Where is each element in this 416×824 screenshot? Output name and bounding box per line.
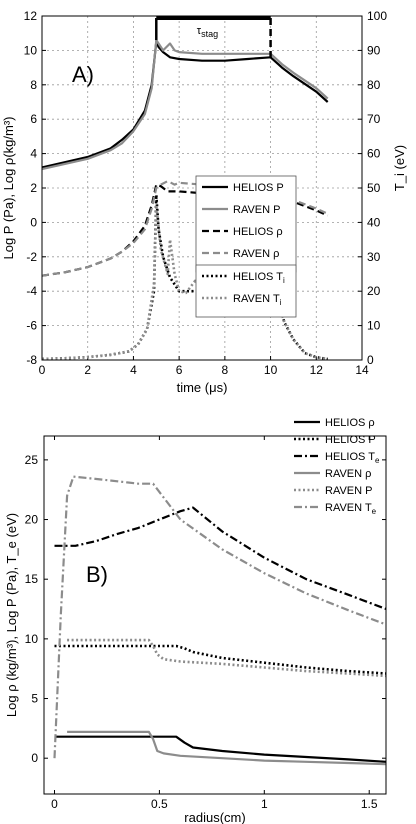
x-tick-label: 1 bbox=[261, 797, 268, 811]
y2-tick-label: 10 bbox=[367, 319, 381, 333]
x-tick-label: 1.5 bbox=[361, 797, 378, 811]
plot-frame bbox=[43, 435, 387, 795]
y-tick-label: 2 bbox=[30, 181, 37, 195]
legend-label-raven-p: RAVEN P bbox=[233, 204, 280, 216]
series-line-raven-rho bbox=[67, 730, 387, 766]
y-tick-label: -4 bbox=[26, 284, 37, 298]
y-tick-label: 6 bbox=[30, 112, 37, 126]
y2-tick-label: 0 bbox=[367, 353, 374, 367]
x-tick-label: 12 bbox=[310, 363, 324, 377]
x-tick-label: 4 bbox=[130, 363, 137, 377]
plot-area bbox=[44, 436, 386, 794]
y2-tick-label: 60 bbox=[367, 147, 381, 161]
legend-label-raven-ti: RAVEN Ti bbox=[233, 293, 282, 307]
legend-box-pressure-density bbox=[195, 175, 297, 273]
series-line-raven-te bbox=[53, 475, 387, 759]
x-axis-label: time (μs) bbox=[177, 380, 228, 395]
legend-label-raven-te: RAVEN Te bbox=[325, 502, 377, 516]
x-tick-label: 0.5 bbox=[151, 797, 168, 811]
y-tick-label: 0 bbox=[31, 751, 38, 765]
y-tick-label: 10 bbox=[24, 43, 38, 57]
y2-tick-label: 40 bbox=[367, 215, 381, 229]
legend-label-raven-rho: RAVEN ρ bbox=[233, 248, 279, 260]
x-tick-label: 6 bbox=[176, 363, 183, 377]
legend-label-raven-p: RAVEN P bbox=[325, 485, 372, 497]
x-axis-label: radius(cm) bbox=[184, 810, 245, 824]
y2-tick-label: 100 bbox=[367, 9, 387, 23]
y-tick-label: 4 bbox=[30, 147, 37, 161]
y-tick-label: 20 bbox=[25, 513, 39, 527]
legend-label-raven-p-main: RAVEN P bbox=[233, 204, 280, 216]
y2-tick-label: 20 bbox=[367, 284, 381, 298]
legend-label-raven-ti-main: RAVEN T bbox=[233, 293, 280, 305]
y-tick-label: 25 bbox=[25, 453, 39, 467]
series-line-helios-p bbox=[41, 40, 329, 169]
legend-label-helios-p-main: HELIOS P bbox=[233, 182, 284, 194]
panel-label-b: B) bbox=[86, 562, 108, 587]
legend-label-helios-rho-main: HELIOS ρ bbox=[233, 226, 283, 238]
legend-label-helios-p: HELIOS P bbox=[325, 434, 376, 446]
x-tick-label: 0 bbox=[51, 797, 58, 811]
series-line-raven-p bbox=[41, 38, 329, 171]
legend-label-helios-rho: HELIOS ρ bbox=[233, 226, 283, 238]
legend-label-raven-te-sub: e bbox=[372, 507, 377, 516]
y2-tick-label: 30 bbox=[367, 250, 381, 264]
y-tick-label: 10 bbox=[25, 632, 39, 646]
y2-tick-label: 50 bbox=[367, 181, 381, 195]
series-line-helios-rho bbox=[54, 735, 387, 763]
y2-tick-label: 70 bbox=[367, 112, 381, 126]
y2-tick-label: 80 bbox=[367, 78, 381, 92]
legend-label-helios-te-main: HELIOS T bbox=[325, 451, 375, 463]
chart-a: 0 2 4 6 8 10 12 14 -8 -6 -4 -2 0 2 4 6 8 10 12 0 10 20 30 40 50 6… bbox=[1, 9, 407, 395]
y-tick-label: 12 bbox=[24, 9, 38, 23]
tau-stag-sub: stag bbox=[201, 29, 218, 39]
legend-label-raven-rho-main: RAVEN ρ bbox=[325, 468, 371, 480]
x-tick-label: 14 bbox=[355, 363, 369, 377]
legend-label-raven-rho: RAVEN ρ bbox=[325, 468, 371, 480]
y-tick-label: -8 bbox=[26, 353, 37, 367]
y-tick-label: 5 bbox=[31, 692, 38, 706]
chart-b: 0 0.5 1 1.5 0 5 10 15 20 25 HELIOS ρ HELIOS P HELIOS… bbox=[4, 417, 387, 824]
legend-label-helios-ti: HELIOS Ti bbox=[233, 271, 285, 285]
x-tick-label: 2 bbox=[84, 363, 91, 377]
legend-box-temperature bbox=[195, 264, 297, 318]
legend-label-raven-rho-main: RAVEN ρ bbox=[233, 248, 279, 260]
y2-axis-label: T_i (eV) bbox=[392, 145, 407, 191]
x-tick-label: 0 bbox=[39, 363, 46, 377]
legend-label-helios-te-sub: e bbox=[375, 456, 380, 465]
legend-label-helios-ti-main: HELIOS T bbox=[233, 271, 283, 283]
panel-label-a: A) bbox=[72, 62, 94, 87]
legend-label-helios-te: HELIOS Te bbox=[325, 451, 380, 465]
y-tick-label: 8 bbox=[30, 78, 37, 92]
y2-tick-label: 90 bbox=[367, 43, 381, 57]
legend-label-helios-ti-sub: i bbox=[283, 276, 285, 285]
y-tick-label: -6 bbox=[26, 319, 37, 333]
legend-label-helios-rho-main: HELIOS ρ bbox=[325, 417, 375, 429]
y-tick-label: 0 bbox=[30, 215, 37, 229]
y-tick-label: -2 bbox=[26, 250, 37, 264]
series-line-raven-ti bbox=[41, 203, 328, 361]
x-tick-label: 10 bbox=[264, 363, 278, 377]
series-line-raven-p bbox=[67, 638, 387, 678]
legend-label-helios-rho: HELIOS ρ bbox=[325, 417, 375, 429]
tau-stag-label: τstag bbox=[197, 25, 218, 39]
series-line-helios-te bbox=[54, 506, 387, 611]
legend-label-helios-p: HELIOS P bbox=[233, 182, 284, 194]
x-tick-label: 8 bbox=[222, 363, 229, 377]
tau-stag-symbol: τ bbox=[197, 25, 202, 37]
legend-label-helios-p-main: HELIOS P bbox=[325, 434, 376, 446]
y-tick-label: 15 bbox=[25, 572, 39, 586]
y-axis-label: Log P (Pa), Log ρ(kg/m³) bbox=[1, 117, 16, 260]
legend-label-raven-ti-sub: i bbox=[280, 298, 282, 307]
plot-frame bbox=[41, 15, 363, 361]
y-axis-label: Log ρ (kg/m³), Log P (Pa), T_e (eV) bbox=[4, 513, 19, 717]
legend-label-raven-te-main: RAVEN T bbox=[325, 502, 372, 514]
series-line-helios-p bbox=[54, 644, 387, 675]
legend-label-raven-p-main: RAVEN P bbox=[325, 485, 372, 497]
